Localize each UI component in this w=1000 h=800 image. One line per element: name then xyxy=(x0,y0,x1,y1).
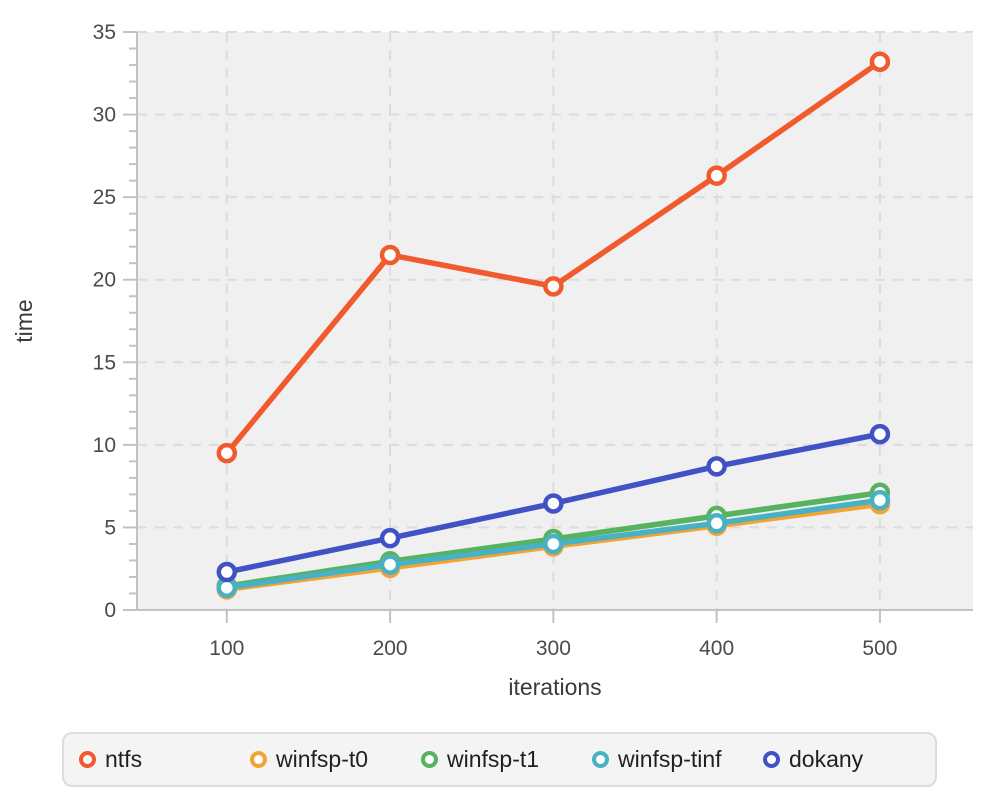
legend-label: ntfs xyxy=(105,746,143,772)
legend-marker-icon xyxy=(421,751,438,768)
x-axis-title: iterations xyxy=(508,674,602,700)
legend-label: dokany xyxy=(789,746,864,772)
y-axis-title: time xyxy=(11,299,37,343)
legend-marker-icon xyxy=(79,751,96,768)
legend-marker-icon xyxy=(250,751,267,768)
x-tick-label: 100 xyxy=(209,637,244,660)
legend-label: winfsp-t1 xyxy=(447,746,540,772)
y-tick-label: 0 xyxy=(104,599,116,622)
data-point-winfsp-tinf-200 xyxy=(379,554,401,575)
legend-item-winfsp-t1: winfsp-t1 xyxy=(421,746,592,773)
y-tick-label: 15 xyxy=(93,351,116,374)
x-tick-label: 200 xyxy=(373,637,408,660)
x-tick-label: 400 xyxy=(699,637,734,660)
legend-marker-icon xyxy=(592,751,609,768)
data-point-dokany-300 xyxy=(543,493,564,514)
legend-item-ntfs: ntfs xyxy=(79,746,250,773)
x-tick-label: 300 xyxy=(536,637,571,660)
data-point-ntfs-200 xyxy=(379,244,401,266)
data-point-dokany-400 xyxy=(706,456,727,477)
plot-background xyxy=(137,32,973,610)
y-tick-label: 35 xyxy=(93,21,116,44)
data-point-ntfs-300 xyxy=(543,276,564,297)
legend-item-winfsp-t0: winfsp-t0 xyxy=(250,746,421,773)
data-point-dokany-500 xyxy=(869,423,891,445)
data-point-dokany-100 xyxy=(216,561,238,583)
y-tick-label: 5 xyxy=(104,516,116,539)
legend-item-dokany: dokany xyxy=(763,746,863,773)
data-point-winfsp-tinf-400 xyxy=(706,513,727,534)
data-point-ntfs-400 xyxy=(706,165,727,186)
y-tick-label: 10 xyxy=(93,434,116,457)
y-tick-label: 20 xyxy=(93,269,116,292)
plot-area: 0 5 10 15 20 25 30 35 100 200 300 400 500 xyxy=(93,21,973,660)
legend-label: winfsp-t0 xyxy=(276,746,369,772)
data-point-ntfs-100 xyxy=(216,442,238,464)
data-point-dokany-200 xyxy=(379,527,401,549)
data-point-ntfs-500 xyxy=(869,51,891,72)
data-point-winfsp-tinf-300 xyxy=(543,533,564,555)
line-chart: 0 5 10 15 20 25 30 35 100 200 300 400 500 time itera… xyxy=(11,21,973,700)
legend: ntfs winfsp-t0 winfsp-t1 winfsp-tinf dokany xyxy=(62,732,937,787)
y-tick-label: 30 xyxy=(93,104,116,127)
legend-item-winfsp-tinf: winfsp-tinf xyxy=(592,746,763,773)
data-point-winfsp-tinf-500 xyxy=(869,489,891,511)
legend-marker-icon xyxy=(763,751,780,768)
y-tick-label: 25 xyxy=(93,186,116,209)
legend-label: winfsp-tinf xyxy=(618,746,722,772)
x-tick-label: 500 xyxy=(862,637,897,660)
